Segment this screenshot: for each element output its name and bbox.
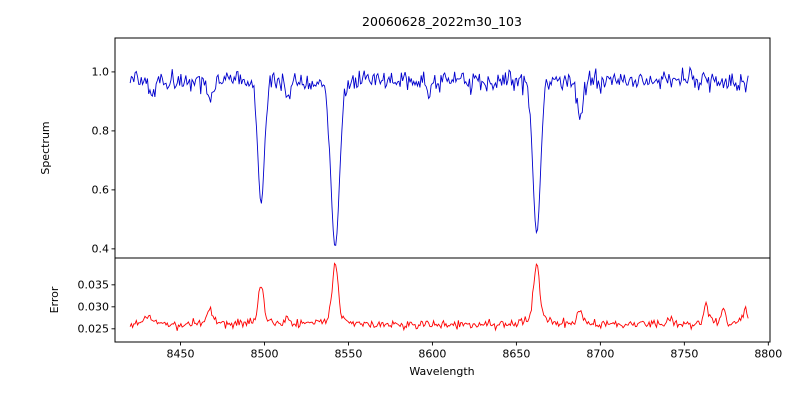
x-tick-label: 8800 xyxy=(754,348,782,361)
spectrum-y-axis-label: Spectrum xyxy=(39,121,52,174)
error-y-tick-label: 0.035 xyxy=(78,279,110,292)
x-tick-label: 8650 xyxy=(502,348,530,361)
x-tick-label: 8550 xyxy=(334,348,362,361)
chart-title: 20060628_2022m30_103 xyxy=(362,14,522,29)
error-line xyxy=(129,262,749,332)
spectrum-y-tick-label: 1.0 xyxy=(92,66,110,79)
error-panel-spine xyxy=(114,257,771,343)
error-y-tick-label: 0.025 xyxy=(78,323,110,336)
error-y-axis-label: Error xyxy=(48,286,61,313)
x-axis-label: Wavelength xyxy=(409,365,474,378)
spectrum-panel-spine xyxy=(114,37,771,259)
spectrum-line xyxy=(129,66,749,246)
spectrum-y-tick-label: 0.4 xyxy=(92,243,110,256)
x-tick-label: 8700 xyxy=(586,348,614,361)
error-y-tick-label: 0.030 xyxy=(78,301,110,314)
x-tick-label: 8600 xyxy=(418,348,446,361)
spectrum-y-tick-label: 0.8 xyxy=(92,125,110,138)
x-tick-label: 8750 xyxy=(670,348,698,361)
x-tick-label: 8500 xyxy=(250,348,278,361)
spectrum-y-tick-label: 0.6 xyxy=(92,184,110,197)
x-tick-label: 8450 xyxy=(167,348,195,361)
chart-layer: 8450 8500 8550 8600 8650 8700 8750 8800 0.4 0.6 0.… xyxy=(78,37,782,361)
